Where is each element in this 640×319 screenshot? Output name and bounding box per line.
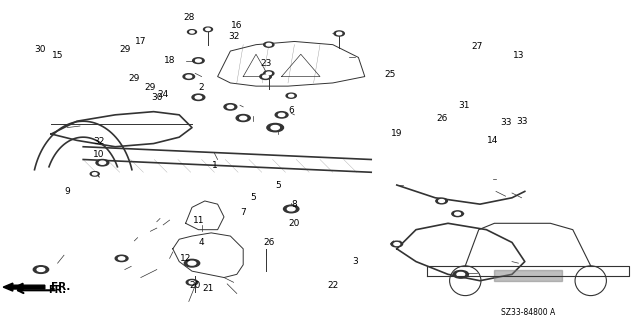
Text: 29: 29 [129,74,140,83]
Text: 9: 9 [65,187,70,196]
Circle shape [337,32,342,35]
Text: 4: 4 [199,238,204,247]
Circle shape [439,200,444,203]
Text: 3: 3 [353,257,358,266]
Circle shape [206,28,210,31]
Text: 14: 14 [487,136,499,145]
Circle shape [334,31,344,36]
Text: 27: 27 [471,42,483,51]
Text: 18: 18 [164,56,175,65]
Circle shape [184,259,200,267]
Circle shape [262,75,269,78]
Circle shape [227,105,234,108]
Text: 33: 33 [500,118,511,127]
Text: 26: 26 [263,238,275,247]
Circle shape [189,31,195,33]
Circle shape [264,42,274,47]
Text: 7: 7 [241,208,246,217]
Circle shape [286,93,296,98]
Circle shape [264,71,274,76]
Circle shape [115,255,128,262]
Text: 13: 13 [513,51,524,60]
Circle shape [186,75,192,78]
Circle shape [452,211,463,217]
Circle shape [193,58,204,63]
Text: 32: 32 [228,32,239,41]
Circle shape [287,207,295,211]
Circle shape [260,74,271,79]
Circle shape [275,112,288,118]
Text: 20: 20 [289,219,300,228]
Text: 5: 5 [250,193,255,202]
Circle shape [33,266,49,273]
Text: 15: 15 [52,51,63,60]
Text: 2: 2 [199,83,204,92]
Text: 8: 8 [292,200,297,209]
Circle shape [453,271,468,278]
Circle shape [192,94,205,100]
Circle shape [391,241,403,247]
Circle shape [90,172,99,176]
Text: 30: 30 [151,93,163,102]
Circle shape [278,113,285,116]
Circle shape [204,27,212,32]
Text: 20: 20 [189,281,201,290]
Text: 33: 33 [516,117,527,126]
Circle shape [267,123,284,132]
Text: 32: 32 [93,137,105,146]
Circle shape [224,104,237,110]
Circle shape [236,115,250,122]
Text: 1: 1 [212,161,217,170]
Text: 24: 24 [157,90,169,99]
Circle shape [188,30,196,34]
Text: 17: 17 [135,37,147,46]
Circle shape [436,198,447,204]
Circle shape [186,279,198,285]
Circle shape [196,59,201,62]
Text: 16: 16 [231,21,243,30]
Circle shape [118,257,125,260]
Text: 29: 29 [145,83,156,92]
Circle shape [96,160,109,166]
Text: 26: 26 [436,114,447,122]
Circle shape [99,161,106,164]
Circle shape [195,96,202,99]
Text: 28: 28 [183,13,195,22]
Circle shape [183,74,195,79]
Text: 25: 25 [385,70,396,79]
Text: 29: 29 [119,45,131,54]
Circle shape [454,212,461,215]
Circle shape [266,72,271,75]
Text: 31: 31 [458,101,470,110]
FancyArrow shape [3,283,45,291]
Text: 30: 30 [35,45,46,54]
Circle shape [189,281,195,284]
Circle shape [394,243,400,246]
Circle shape [93,173,97,175]
Circle shape [271,126,280,130]
Circle shape [188,261,196,265]
Text: 21: 21 [202,284,214,293]
Circle shape [284,205,299,213]
Text: FR.: FR. [51,282,70,292]
Text: 22: 22 [327,281,339,290]
Circle shape [37,268,45,271]
Text: FR.: FR. [48,285,66,295]
Text: 19: 19 [391,130,403,138]
Circle shape [289,94,294,97]
Circle shape [457,272,465,276]
Text: 23: 23 [260,59,271,68]
Circle shape [266,43,271,46]
Text: 11: 11 [193,216,204,225]
Text: 12: 12 [180,254,191,263]
Text: 10: 10 [93,150,105,159]
Text: 6: 6 [289,106,294,115]
Circle shape [239,116,247,120]
Text: 5: 5 [276,181,281,189]
